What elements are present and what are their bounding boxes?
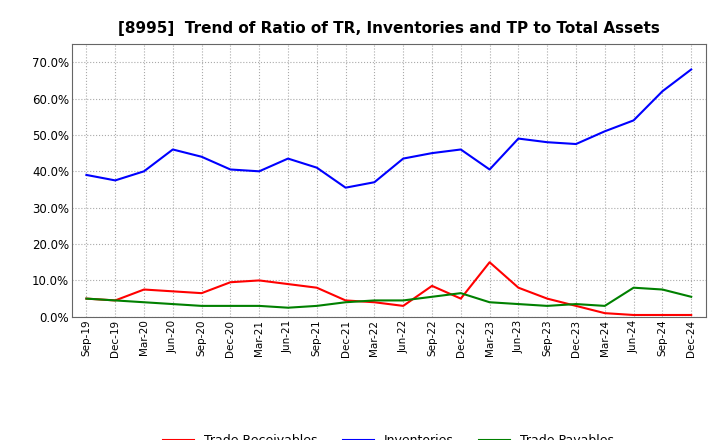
Trade Receivables (341, 298, 350, 303)
Trade Receivables (658, 312, 667, 318)
Trade Payables (197, 303, 206, 308)
Inventories (629, 118, 638, 123)
Inventories (687, 67, 696, 72)
Trade Receivables (456, 296, 465, 301)
Inventories (255, 169, 264, 174)
Inventories (341, 185, 350, 191)
Trade Payables (572, 301, 580, 307)
Trade Receivables (82, 296, 91, 301)
Trade Receivables (399, 303, 408, 308)
Inventories (428, 150, 436, 156)
Inventories (111, 178, 120, 183)
Trade Receivables (226, 279, 235, 285)
Trade Receivables (485, 260, 494, 265)
Inventories (197, 154, 206, 159)
Trade Receivables (600, 311, 609, 316)
Inventories (284, 156, 292, 161)
Trade Payables (629, 285, 638, 290)
Trade Receivables (370, 300, 379, 305)
Inventories (82, 172, 91, 178)
Trade Payables (370, 298, 379, 303)
Inventories (543, 139, 552, 145)
Inventories (370, 180, 379, 185)
Trade Payables (658, 287, 667, 292)
Trade Payables (284, 305, 292, 310)
Trade Payables (312, 303, 321, 308)
Trade Payables (82, 296, 91, 301)
Trade Receivables (284, 282, 292, 287)
Trade Receivables (543, 296, 552, 301)
Inventories (600, 128, 609, 134)
Trade Payables (341, 300, 350, 305)
Trade Receivables (197, 290, 206, 296)
Trade Receivables (572, 303, 580, 308)
Line: Trade Receivables: Trade Receivables (86, 262, 691, 315)
Trade Payables (514, 301, 523, 307)
Trade Payables (168, 301, 177, 307)
Trade Payables (600, 303, 609, 308)
Inventories (312, 165, 321, 170)
Trade Receivables (111, 298, 120, 303)
Trade Payables (687, 294, 696, 300)
Trade Payables (485, 300, 494, 305)
Inventories (485, 167, 494, 172)
Trade Receivables (629, 312, 638, 318)
Trade Payables (111, 298, 120, 303)
Trade Payables (226, 303, 235, 308)
Inventories (226, 167, 235, 172)
Trade Receivables (687, 312, 696, 318)
Inventories (456, 147, 465, 152)
Trade Payables (399, 298, 408, 303)
Trade Receivables (514, 285, 523, 290)
Trade Receivables (255, 278, 264, 283)
Inventories (399, 156, 408, 161)
Inventories (168, 147, 177, 152)
Inventories (140, 169, 148, 174)
Trade Receivables (168, 289, 177, 294)
Title: [8995]  Trend of Ratio of TR, Inventories and TP to Total Assets: [8995] Trend of Ratio of TR, Inventories… (118, 21, 660, 36)
Line: Trade Payables: Trade Payables (86, 288, 691, 308)
Trade Receivables (140, 287, 148, 292)
Trade Payables (140, 300, 148, 305)
Line: Inventories: Inventories (86, 70, 691, 188)
Trade Payables (543, 303, 552, 308)
Trade Payables (255, 303, 264, 308)
Trade Receivables (428, 283, 436, 289)
Trade Payables (428, 294, 436, 300)
Trade Receivables (312, 285, 321, 290)
Inventories (514, 136, 523, 141)
Trade Payables (456, 290, 465, 296)
Inventories (572, 141, 580, 147)
Legend: Trade Receivables, Inventories, Trade Payables: Trade Receivables, Inventories, Trade Pa… (158, 429, 619, 440)
Inventories (658, 88, 667, 94)
